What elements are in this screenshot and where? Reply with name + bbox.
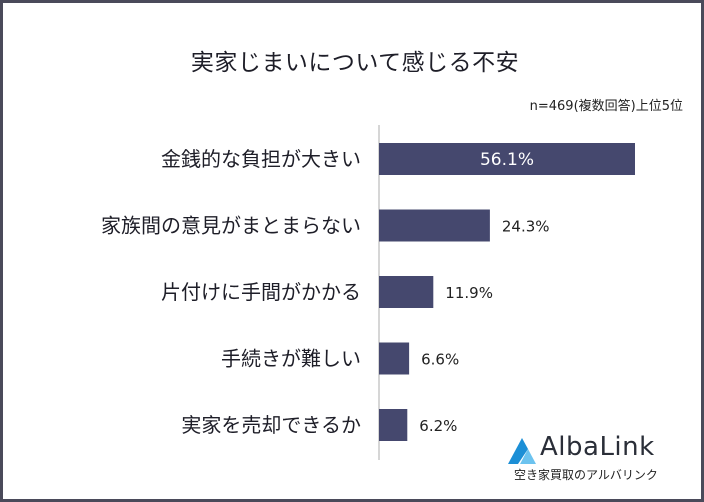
value-label: 11.9%	[445, 284, 493, 302]
chart-title: 実家じまいについて感じる不安	[190, 50, 520, 76]
brand-name: AlbaLink	[540, 432, 655, 462]
triangle-mountain-logo-icon	[508, 438, 536, 464]
bar	[379, 409, 408, 441]
bar	[379, 143, 635, 175]
value-label: 24.3%	[502, 218, 550, 236]
albalink-logo: AlbaLink 空き家買取のアルバリンク	[506, 430, 686, 490]
bar	[379, 342, 410, 375]
value-label: 6.6%	[421, 351, 459, 369]
value-label: 56.1%	[480, 150, 534, 170]
value-label: 6.2%	[419, 417, 457, 435]
bar	[379, 209, 490, 242]
bar	[379, 276, 434, 308]
category-label: 実家を売却できるか	[181, 413, 361, 437]
category-label: 金銭的な負担が大きい	[161, 147, 361, 171]
category-label: 手続きが難しい	[221, 347, 361, 371]
category-label: 片付けに手間がかかる	[161, 280, 361, 304]
sample-note: n=469(複数回答)上位5位	[529, 99, 683, 114]
brand-tagline: 空き家買取のアルバリンク	[514, 468, 658, 482]
category-label: 家族間の意見がまとまらない	[101, 214, 361, 238]
